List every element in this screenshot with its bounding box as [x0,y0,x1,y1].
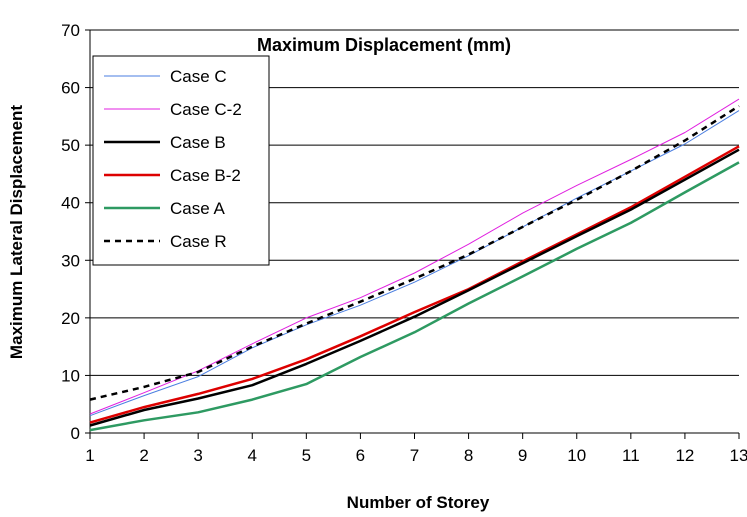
legend-box [92,55,270,266]
y-tick-label-5: 50 [61,136,80,155]
legend-label-case-a: Case A [170,199,225,218]
series-line-case-a [89,161,740,432]
x-tick-label-0: 1 [85,446,94,465]
series-line-case-b [89,148,740,427]
x-tick-label-11: 12 [675,446,694,465]
y-tick-label-1: 10 [61,366,80,385]
x-tick-label-3: 4 [248,446,257,465]
y-tick-label-7: 70 [61,21,80,40]
legend-label-case-c-2: Case C-2 [170,100,242,119]
chart-title: Maximum Displacement (mm) [257,35,511,55]
x-tick-label-12: 13 [730,446,747,465]
x-axis-title: Number of Storey [347,493,490,512]
legend-label-case-r: Case R [170,232,227,251]
x-tick-label-4: 5 [302,446,311,465]
axes [85,29,740,439]
x-tick-label-1: 2 [139,446,148,465]
x-tick-label-5: 6 [356,446,365,465]
y-tick-label-0: 0 [71,424,80,443]
legend-label-case-b: Case B [170,133,226,152]
y-tick-label-3: 30 [61,251,80,270]
x-tick-label-9: 10 [567,446,586,465]
y-tick-label-4: 40 [61,194,80,213]
y-axis-title: Maximum Lateral Displacement [7,105,26,359]
series-lines [89,98,740,432]
legend-label-case-b-2: Case B-2 [170,166,241,185]
x-tick-label-10: 11 [622,446,640,465]
legend: Case C Case C-2 Case B Case B-2 Case A Case R [92,55,270,266]
x-tick-label-6: 7 [410,446,419,465]
series-line-case-b-2 [89,145,740,424]
x-tick-label-2: 3 [193,446,202,465]
y-tick-label-6: 60 [61,79,80,98]
series-line-case-r [89,104,740,401]
y-tick-label-2: 20 [61,309,80,328]
legend-label-case-c: Case C [170,67,227,86]
x-tick-label-8: 9 [518,446,527,465]
x-tick-label-7: 8 [464,446,473,465]
